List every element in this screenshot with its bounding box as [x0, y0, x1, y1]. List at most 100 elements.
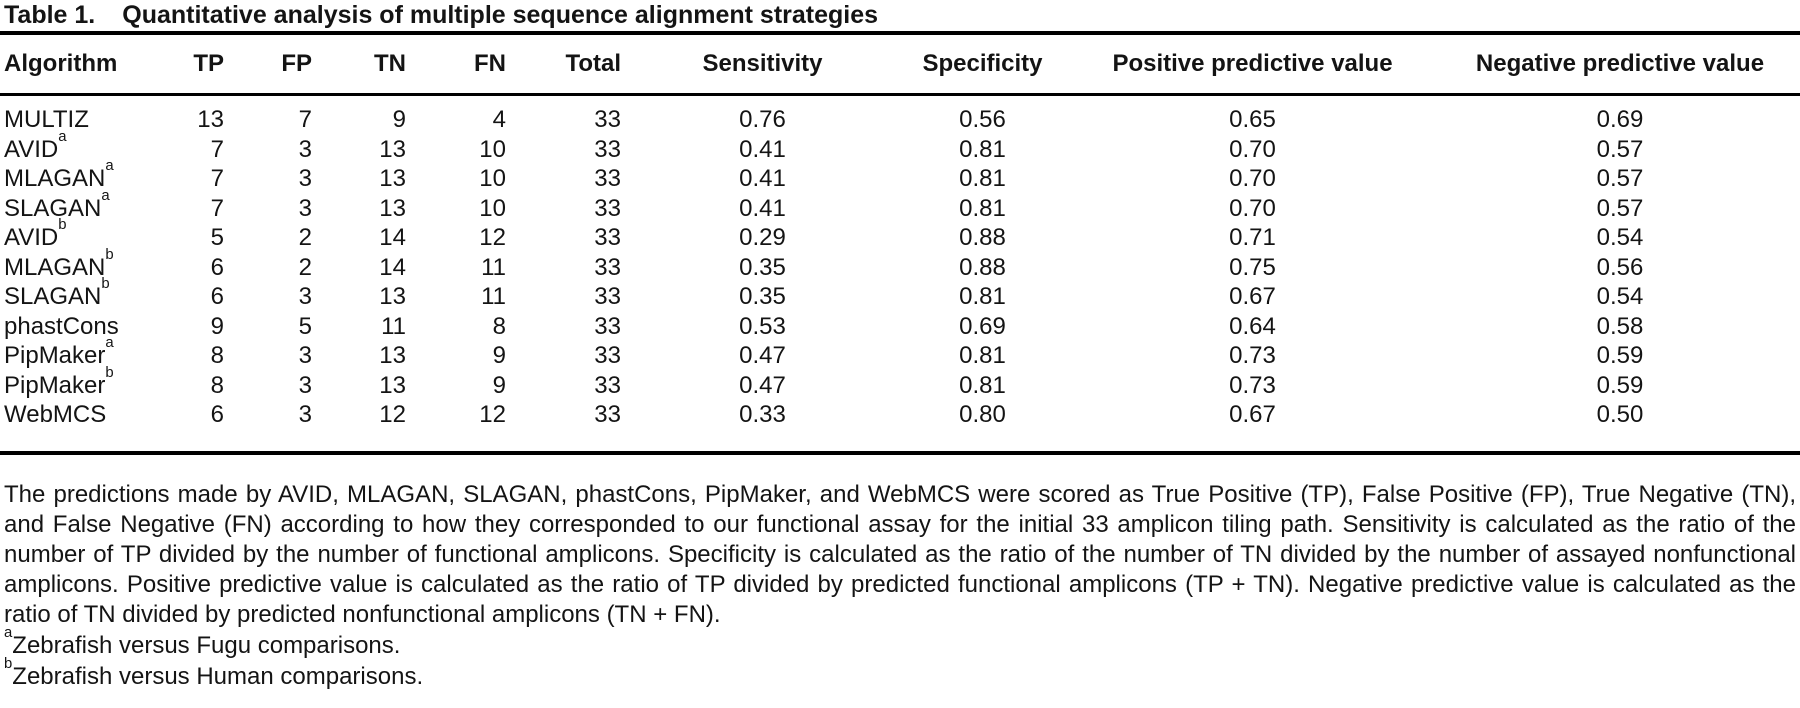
footnote-a: aZebrafish versus Fugu comparisons. [4, 625, 1796, 661]
cell-sensitivity: 0.41 [739, 135, 786, 163]
cell-npv: 0.57 [1596, 194, 1644, 222]
col-header-npv: Negative predictive value [1440, 35, 1800, 96]
cell-npv: 0.54 [1596, 224, 1644, 251]
table-row: MLAGANa 7 3 13 10 33 0.41 0.81 0.70 0.57 [0, 159, 1800, 194]
cell-npv: 0.57 [1596, 165, 1644, 192]
cell-algorithm: MLAGANb [0, 247, 148, 283]
cell-tn: 9 [392, 106, 406, 133]
cell-ppv: 0.70 [1229, 135, 1276, 163]
cell-fp: 3 [228, 400, 316, 455]
cell-npv: 0.59 [1596, 371, 1644, 399]
algorithm-name: PipMaker [4, 342, 106, 369]
algorithm-footnote-marker: b [105, 246, 114, 263]
cell-tn: 13 [379, 371, 406, 399]
cell-total: 33 [594, 194, 621, 222]
cell-algorithm: phastCons [0, 312, 148, 342]
cell-sensitivity: 0.53 [739, 312, 786, 340]
algorithm-name: WebMCS [4, 401, 107, 428]
cell-tp: 8 [210, 371, 224, 399]
col-header-total: Total [510, 35, 625, 96]
cell-algorithm: SLAGANb [0, 277, 148, 312]
cell-specificity: 0.88 [959, 253, 1006, 281]
cell-fn: 10 [479, 194, 506, 222]
cell-ppv: 0.73 [1229, 371, 1276, 399]
cell-sensitivity: 0.47 [739, 342, 786, 369]
cell-fp: 3 [298, 342, 312, 369]
cell-sensitivity: 0.41 [739, 194, 786, 222]
cell-tp: 7 [210, 165, 224, 192]
cell-ppv: 0.70 [1229, 194, 1276, 222]
cell-sensitivity: 0.41 [739, 165, 786, 192]
cell-total: 33 [594, 312, 621, 340]
cell-fn: 11 [481, 283, 506, 310]
cell-tp: 13 [197, 106, 224, 133]
algorithm-footnote-marker: a [105, 158, 114, 175]
cell-total: 33 [594, 342, 621, 369]
cell-fn: 4 [492, 106, 506, 133]
algorithm-name: MULTIZ [4, 106, 89, 133]
algorithm-name: phastCons [4, 312, 119, 340]
cell-total: 33 [594, 253, 621, 281]
cell-tn: 13 [379, 283, 406, 310]
cell-fn: 12 [410, 400, 510, 455]
table-row: MLAGANb 6 2 14 11 33 0.35 0.88 0.75 0.56 [0, 247, 1800, 283]
cell-total: 33 [594, 371, 621, 399]
cell-tn: 14 [379, 224, 406, 251]
cell-algorithm: PipMakerb [0, 365, 148, 401]
cell-fp: 3 [298, 371, 312, 399]
cell-algorithm: AVIDa [0, 129, 148, 165]
table-row: phastCons 9 5 11 8 33 0.53 0.69 0.64 0.5… [0, 312, 1800, 342]
cell-tp: 8 [210, 342, 224, 369]
data-table: Algorithm TP FP TN FN Total Sensitivity … [0, 35, 1800, 455]
cell-specificity: 0.81 [959, 165, 1006, 192]
table-notes: The predictions made by AVID, MLAGAN, SL… [0, 455, 1800, 692]
cell-ppv: 0.64 [1229, 312, 1276, 340]
cell-specificity: 0.81 [959, 135, 1006, 163]
algorithm-footnote-marker: b [105, 364, 114, 381]
cell-specificity: 0.88 [959, 224, 1006, 251]
cell-sensitivity: 0.35 [739, 253, 786, 281]
cell-specificity: 0.69 [959, 312, 1006, 340]
notes-paragraph: The predictions made by AVID, MLAGAN, SL… [4, 480, 1796, 628]
cell-tn: 13 [379, 165, 406, 192]
cell-fp: 7 [298, 106, 312, 133]
cell-ppv: 0.73 [1229, 342, 1276, 369]
cell-npv: 0.69 [1596, 106, 1644, 133]
col-header-algorithm: Algorithm [0, 35, 148, 96]
algorithm-footnote-marker: a [101, 187, 110, 204]
cell-fn: 10 [479, 165, 506, 192]
cell-specificity: 0.80 [900, 400, 1065, 455]
algorithm-footnote-marker: b [101, 276, 110, 293]
cell-algorithm: MLAGANa [0, 159, 148, 194]
cell-algorithm: MULTIZ [0, 95, 148, 135]
cell-total: 33 [510, 400, 625, 455]
col-header-tp: TP [148, 35, 228, 96]
header-row: Algorithm TP FP TN FN Total Sensitivity … [0, 35, 1800, 96]
cell-sensitivity: 0.76 [739, 106, 786, 133]
table-title: Quantitative analysis of multiple sequen… [122, 1, 879, 29]
cell-ppv: 0.67 [1229, 283, 1276, 310]
table-row: PipMakera 8 3 13 9 33 0.47 0.81 0.73 0.5… [0, 336, 1800, 371]
cell-fp: 3 [298, 165, 312, 192]
cell-algorithm: PipMakera [0, 336, 148, 371]
cell-npv: 0.58 [1596, 312, 1644, 340]
cell-fn: 9 [492, 371, 506, 399]
cell-total: 33 [594, 283, 621, 310]
cell-ppv: 0.71 [1229, 224, 1276, 251]
cell-total: 33 [594, 165, 621, 192]
col-header-ppv: Positive predictive value [1065, 35, 1440, 96]
cell-fn: 10 [479, 135, 506, 163]
table-row: WebMCS 6 3 12 12 33 0.33 0.80 0.67 0.50 [0, 400, 1800, 455]
cell-fp: 3 [298, 194, 312, 222]
table-row: AVIDa 7 3 13 10 33 0.41 0.81 0.70 0.57 [0, 129, 1800, 165]
col-header-tn: TN [316, 35, 410, 96]
cell-fp: 3 [298, 135, 312, 163]
cell-fp: 5 [298, 312, 312, 340]
algorithm-name: AVID [4, 224, 59, 251]
cell-tn: 13 [379, 342, 406, 369]
col-header-specificity: Specificity [900, 35, 1065, 96]
cell-fp: 2 [298, 253, 312, 281]
algorithm-name: PipMaker [4, 371, 106, 399]
cell-tn: 13 [379, 194, 406, 222]
